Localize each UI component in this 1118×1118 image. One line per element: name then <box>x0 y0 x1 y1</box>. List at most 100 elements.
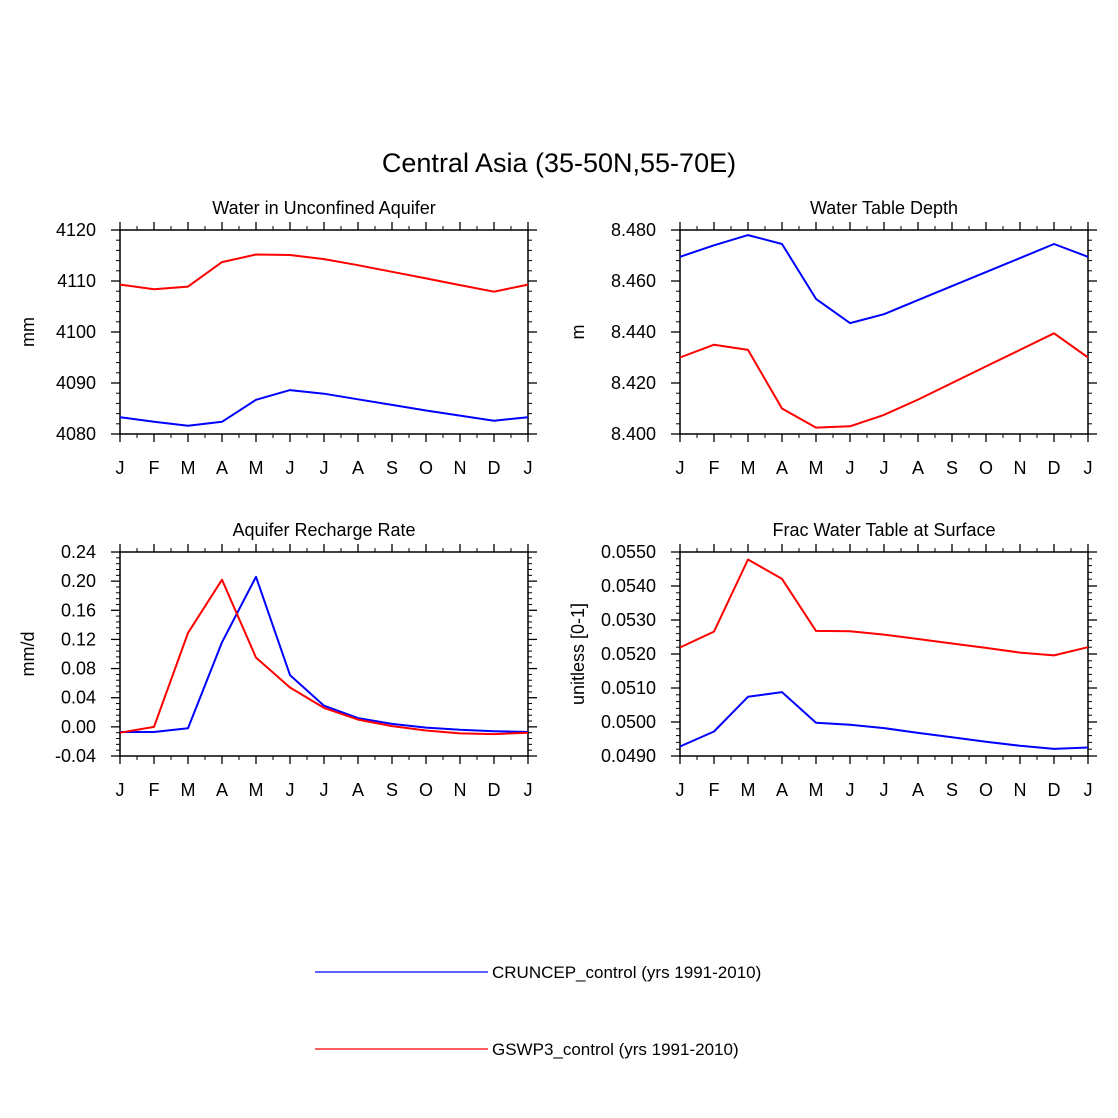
x-tick-label: F <box>149 458 160 478</box>
y-tick-label: -0.04 <box>55 746 96 766</box>
y-tick-label: 0.04 <box>61 688 96 708</box>
x-tick-label: J <box>1084 780 1093 800</box>
x-tick-label: J <box>286 780 295 800</box>
series-line-gswp3 <box>679 332 1089 429</box>
series-line-cruncep <box>119 389 529 427</box>
legend-label-cruncep: CRUNCEP_control (yrs 1991-2010) <box>492 963 761 982</box>
x-tick-label: F <box>709 458 720 478</box>
x-tick-label: J <box>880 780 889 800</box>
x-tick-label: J <box>676 780 685 800</box>
x-tick-label: J <box>320 780 329 800</box>
x-tick-label: S <box>946 780 958 800</box>
x-tick-label: D <box>1048 458 1061 478</box>
x-tick-label: J <box>524 458 533 478</box>
legend-label-gswp3: GSWP3_control (yrs 1991-2010) <box>492 1040 739 1059</box>
y-axis-label: unitless [0-1] <box>568 603 588 705</box>
x-tick-label: N <box>1014 780 1027 800</box>
x-tick-label: D <box>488 780 501 800</box>
series-line-gswp3 <box>119 578 529 736</box>
y-tick-label: 0.24 <box>61 542 96 562</box>
x-tick-label: F <box>149 780 160 800</box>
y-tick-label: 8.440 <box>611 322 656 342</box>
series-line-cruncep <box>120 575 529 733</box>
x-tick-label: M <box>741 780 756 800</box>
y-tick-label: 4120 <box>56 220 96 240</box>
y-tick-label: 8.420 <box>611 373 656 393</box>
x-tick-label: J <box>880 458 889 478</box>
y-tick-label: 8.400 <box>611 424 656 444</box>
series-line-gswp3 <box>119 253 529 293</box>
x-tick-label: O <box>419 458 433 478</box>
y-tick-label: 0.0520 <box>601 644 656 664</box>
series-line-gswp3 <box>679 558 1089 657</box>
x-tick-label: J <box>1084 458 1093 478</box>
x-tick-label: A <box>912 458 924 478</box>
x-tick-label: M <box>741 458 756 478</box>
x-tick-label: A <box>352 780 364 800</box>
chart-title: Aquifer Recharge Rate <box>232 520 415 540</box>
x-tick-label: O <box>419 780 433 800</box>
y-tick-label: 0.0530 <box>601 610 656 630</box>
y-tick-label: 4090 <box>56 373 96 393</box>
chart-title: Frac Water Table at Surface <box>772 520 995 540</box>
x-tick-label: J <box>524 780 533 800</box>
y-tick-label: 0.0540 <box>601 576 656 596</box>
y-tick-label: 0.16 <box>61 600 96 620</box>
x-tick-label: J <box>676 458 685 478</box>
y-tick-label: 0.0490 <box>601 746 656 766</box>
x-tick-label: S <box>946 458 958 478</box>
y-axis-label: mm/d <box>18 632 38 677</box>
y-tick-label: 4080 <box>56 424 96 444</box>
x-tick-label: D <box>488 458 501 478</box>
y-tick-label: 0.0500 <box>601 712 656 732</box>
x-tick-label: J <box>116 780 125 800</box>
x-tick-label: N <box>1014 458 1027 478</box>
x-tick-label: A <box>216 458 228 478</box>
x-tick-label: M <box>181 780 196 800</box>
x-tick-label: O <box>979 458 993 478</box>
y-tick-label: 8.460 <box>611 271 656 291</box>
y-tick-label: 4100 <box>56 322 96 342</box>
y-tick-label: 0.0510 <box>601 678 656 698</box>
y-tick-label: 8.480 <box>611 220 656 240</box>
x-tick-label: J <box>116 458 125 478</box>
figure-title: Central Asia (35-50N,55-70E) <box>382 148 736 178</box>
x-tick-label: S <box>386 458 398 478</box>
x-tick-label: F <box>709 780 720 800</box>
x-tick-label: A <box>776 458 788 478</box>
plot-frame <box>679 229 1089 435</box>
x-tick-label: J <box>846 780 855 800</box>
x-tick-label: S <box>386 780 398 800</box>
x-tick-label: A <box>776 780 788 800</box>
chart-title: Water in Unconfined Aquifer <box>212 198 435 218</box>
x-tick-label: A <box>352 458 364 478</box>
y-axis-label: mm <box>18 317 38 347</box>
plot-frame <box>119 229 529 435</box>
chart-title: Water Table Depth <box>810 198 958 218</box>
x-tick-label: N <box>454 458 467 478</box>
series-line-cruncep <box>679 234 1089 325</box>
y-tick-label: 0.20 <box>61 571 96 591</box>
y-axis-label: m <box>568 325 588 340</box>
x-tick-label: J <box>286 458 295 478</box>
y-tick-label: 4110 <box>57 271 96 291</box>
y-tick-label: 0.0550 <box>601 542 656 562</box>
y-tick-label: 0.00 <box>61 717 96 737</box>
x-tick-label: M <box>249 458 264 478</box>
x-tick-label: M <box>809 458 824 478</box>
x-tick-label: N <box>454 780 467 800</box>
x-tick-label: D <box>1048 780 1061 800</box>
legend: CRUNCEP_control (yrs 1991-2010) GSWP3_co… <box>315 963 761 1059</box>
x-tick-label: J <box>320 458 329 478</box>
series-line-cruncep <box>679 691 1089 750</box>
x-tick-label: M <box>809 780 824 800</box>
y-tick-label: 0.12 <box>61 629 96 649</box>
x-tick-label: M <box>249 780 264 800</box>
x-tick-label: J <box>846 458 855 478</box>
